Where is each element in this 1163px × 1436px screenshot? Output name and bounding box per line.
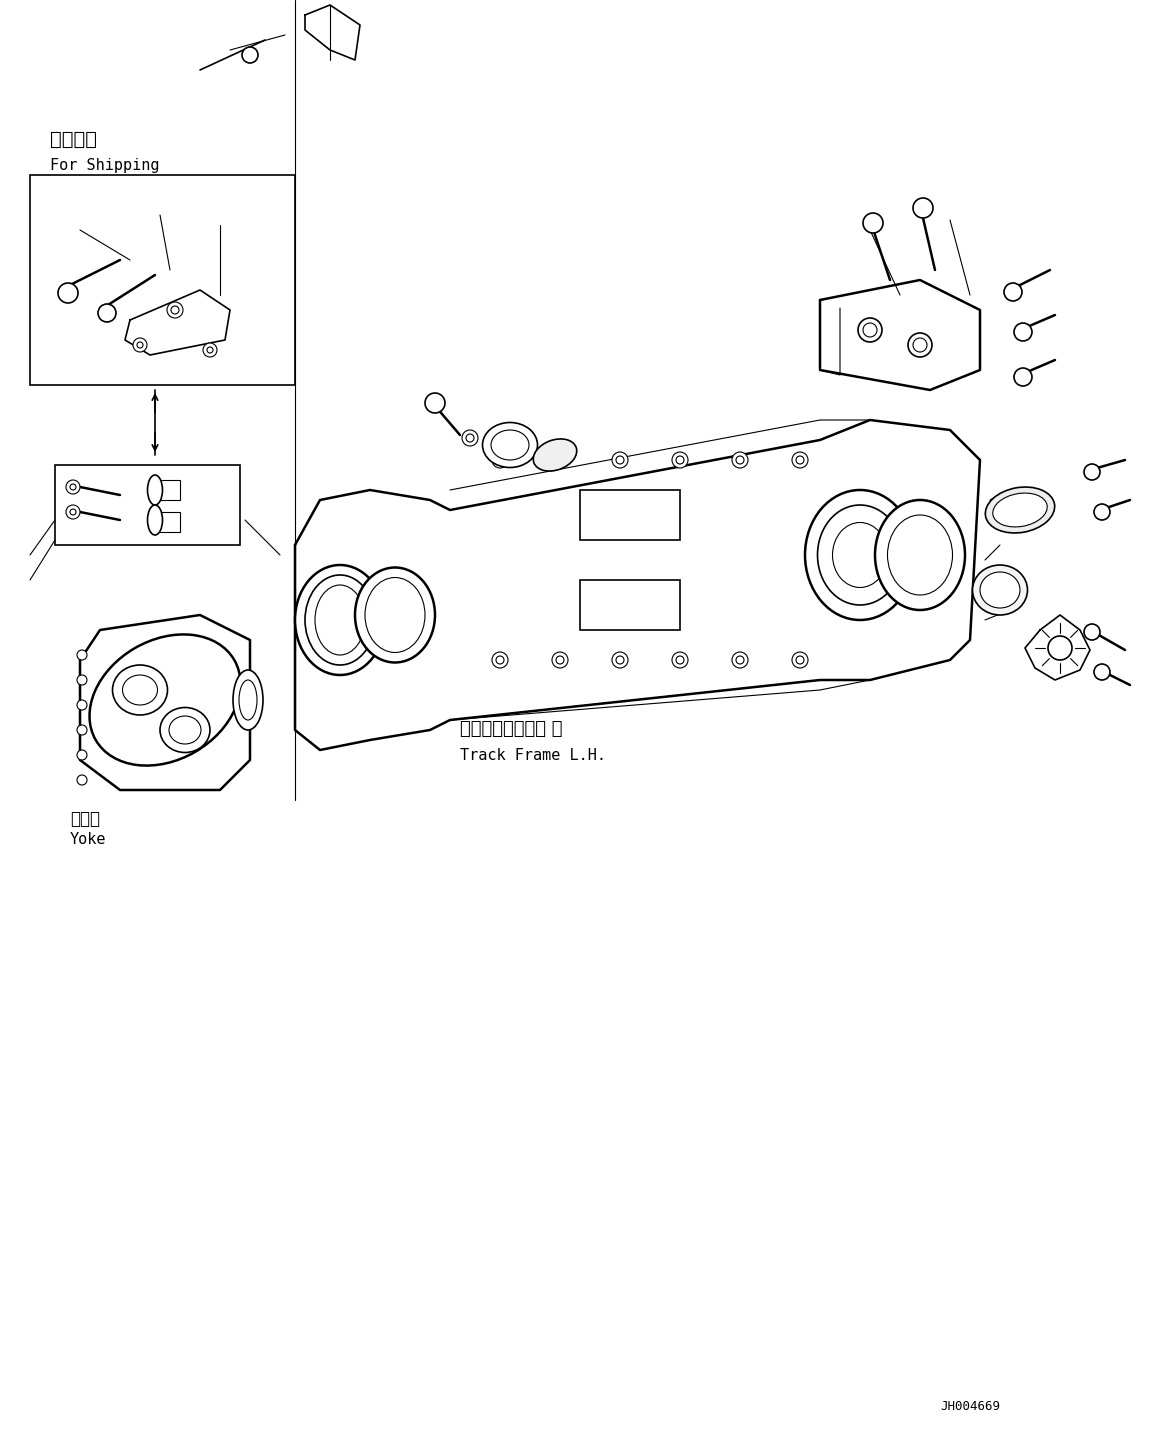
Circle shape <box>1004 283 1022 302</box>
Circle shape <box>1014 323 1032 340</box>
Circle shape <box>863 323 877 337</box>
Ellipse shape <box>240 681 257 719</box>
Circle shape <box>1048 636 1072 661</box>
Circle shape <box>462 429 478 447</box>
Circle shape <box>77 651 87 661</box>
Text: Track Frame L.H.: Track Frame L.H. <box>461 748 606 763</box>
Circle shape <box>466 434 475 442</box>
Ellipse shape <box>483 422 537 468</box>
Bar <box>55 465 240 546</box>
Ellipse shape <box>315 584 365 655</box>
Ellipse shape <box>980 572 1020 607</box>
Circle shape <box>736 656 744 663</box>
Circle shape <box>672 652 688 668</box>
Ellipse shape <box>818 505 902 605</box>
Circle shape <box>98 304 116 322</box>
Ellipse shape <box>295 564 385 675</box>
Circle shape <box>1094 504 1110 520</box>
Circle shape <box>495 656 504 663</box>
Ellipse shape <box>355 567 435 662</box>
Circle shape <box>492 652 508 668</box>
Ellipse shape <box>305 574 374 665</box>
Circle shape <box>492 452 508 468</box>
Text: ヨーク: ヨーク <box>70 810 100 829</box>
Circle shape <box>424 393 445 414</box>
Bar <box>30 175 295 385</box>
Circle shape <box>77 725 87 735</box>
Circle shape <box>66 480 80 494</box>
Circle shape <box>58 283 78 303</box>
Circle shape <box>242 47 258 63</box>
Ellipse shape <box>365 577 424 652</box>
Ellipse shape <box>90 635 241 765</box>
Circle shape <box>792 652 808 668</box>
Circle shape <box>732 652 748 668</box>
Ellipse shape <box>534 439 577 471</box>
Circle shape <box>77 750 87 760</box>
Ellipse shape <box>887 516 952 595</box>
Circle shape <box>207 348 213 353</box>
Circle shape <box>672 452 688 468</box>
Circle shape <box>908 333 932 358</box>
Circle shape <box>66 505 80 518</box>
Text: For Shipping: For Shipping <box>50 158 159 172</box>
Ellipse shape <box>491 429 529 460</box>
Circle shape <box>1094 663 1110 681</box>
Circle shape <box>1084 464 1100 480</box>
Circle shape <box>795 656 804 663</box>
Ellipse shape <box>833 523 887 587</box>
Circle shape <box>858 317 882 342</box>
Bar <box>150 480 180 500</box>
Circle shape <box>77 775 87 785</box>
Ellipse shape <box>160 708 211 752</box>
Circle shape <box>171 306 179 314</box>
Circle shape <box>77 699 87 709</box>
Circle shape <box>1084 625 1100 640</box>
Bar <box>580 580 680 630</box>
Circle shape <box>70 484 76 490</box>
Text: Yoke: Yoke <box>70 831 107 847</box>
Ellipse shape <box>875 500 965 610</box>
Bar <box>150 513 180 531</box>
Circle shape <box>495 457 504 464</box>
Ellipse shape <box>805 490 915 620</box>
Ellipse shape <box>169 717 201 744</box>
Ellipse shape <box>148 505 163 536</box>
Ellipse shape <box>233 671 263 729</box>
Circle shape <box>676 656 684 663</box>
Circle shape <box>913 337 927 352</box>
Circle shape <box>795 457 804 464</box>
Circle shape <box>137 342 143 348</box>
Circle shape <box>863 213 883 233</box>
Ellipse shape <box>122 675 157 705</box>
Circle shape <box>612 652 628 668</box>
Circle shape <box>556 656 564 663</box>
Ellipse shape <box>148 475 163 505</box>
Ellipse shape <box>113 665 167 715</box>
Circle shape <box>616 656 625 663</box>
Circle shape <box>133 337 147 352</box>
Circle shape <box>792 452 808 468</box>
Bar <box>580 490 680 540</box>
Circle shape <box>70 508 76 516</box>
Circle shape <box>552 452 568 468</box>
Circle shape <box>913 198 933 218</box>
Circle shape <box>612 452 628 468</box>
Circle shape <box>77 675 87 685</box>
Text: 運斐部品: 運斐部品 <box>50 131 97 149</box>
Circle shape <box>736 457 744 464</box>
Text: JH004669: JH004669 <box>940 1400 1000 1413</box>
Circle shape <box>1014 368 1032 386</box>
Text: トラックフレーム 左: トラックフレーム 左 <box>461 719 563 738</box>
Ellipse shape <box>972 564 1027 615</box>
Circle shape <box>204 343 217 358</box>
Ellipse shape <box>985 487 1055 533</box>
Circle shape <box>616 457 625 464</box>
Circle shape <box>552 652 568 668</box>
Ellipse shape <box>993 493 1047 527</box>
Circle shape <box>556 457 564 464</box>
Circle shape <box>167 302 183 317</box>
Circle shape <box>732 452 748 468</box>
Circle shape <box>676 457 684 464</box>
